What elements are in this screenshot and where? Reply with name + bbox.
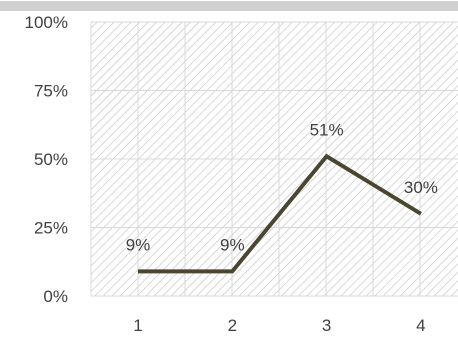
data-label: 30% — [404, 178, 438, 197]
x-tick-label: 2 — [228, 316, 237, 335]
data-label: 9% — [220, 235, 245, 254]
x-tick-label: 1 — [133, 316, 142, 335]
series-line — [138, 153, 422, 274]
y-tick-label: 0% — [43, 287, 68, 306]
y-tick-label: 50% — [34, 150, 68, 169]
x-axis-tick-labels: 1 2 3 4 — [133, 316, 425, 335]
data-labels: 9% 9% 51% 30% — [126, 120, 438, 254]
x-tick-label: 4 — [416, 316, 425, 335]
vertical-gridlines — [90, 22, 421, 296]
data-label: 51% — [310, 120, 344, 139]
series-line-group — [138, 153, 422, 274]
y-tick-label: 25% — [34, 219, 68, 238]
y-tick-label: 75% — [34, 82, 68, 101]
x-tick-label: 3 — [322, 316, 331, 335]
y-axis-tick-labels: 0% 25% 50% 75% 100% — [25, 13, 68, 306]
data-label: 9% — [126, 235, 151, 254]
y-tick-label: 100% — [25, 13, 68, 32]
